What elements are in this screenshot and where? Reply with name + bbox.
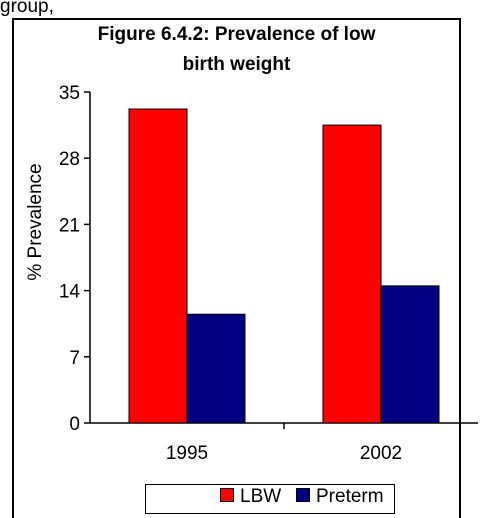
y-tick-label-0: 0 [69,414,80,435]
bar-lbw-2002 [322,124,382,424]
legend-label-lbw: LBW [240,486,282,507]
y-tick-label-21: 21 [59,215,80,236]
y-tick-label-28: 28 [59,149,80,170]
legend-item-preterm: Preterm [296,487,384,507]
legend-label-preterm: Preterm [316,486,384,507]
legend: LBW Preterm [145,484,395,514]
bar-chart: 0 7 14 21 28 35 1995 2002 [59,83,478,464]
chart-frame [12,18,461,518]
cropped-preceding-text: group, [0,0,54,17]
y-tick-label-7: 7 [69,348,80,369]
legend-item-lbw: LBW [220,487,281,507]
bar-preterm-2002 [380,285,440,424]
bar-lbw-1995 [128,108,188,424]
bar-preterm-1995 [186,313,246,424]
chart-title-line-2: birth weight [182,54,291,75]
x-tick-label-1995: 1995 [166,443,208,464]
y-tick-label-35: 35 [59,83,80,104]
y-tick-label-14: 14 [59,282,81,303]
x-tick-label-2002: 2002 [360,443,402,464]
chart-title-line-1: Figure 6.4.2: Prevalence of low [97,24,376,45]
